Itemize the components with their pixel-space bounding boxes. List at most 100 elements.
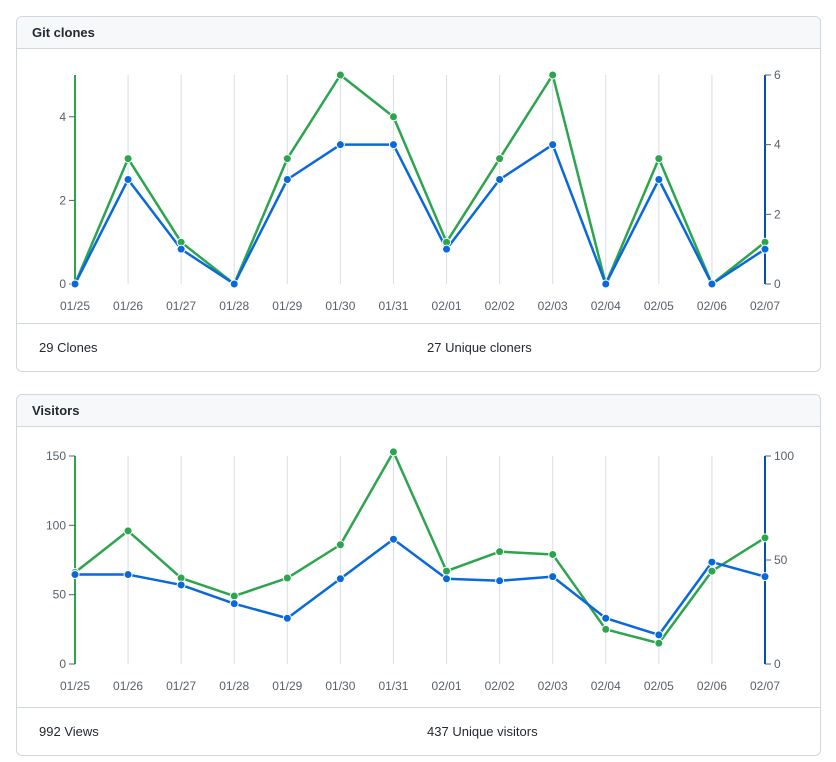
visitors-x-tick-label: 02/04 — [591, 679, 621, 693]
visitors-data-point — [654, 630, 664, 640]
visitors-data-point — [442, 566, 452, 576]
clones-series-line — [73, 73, 766, 286]
visitors-left-tick-label: 100 — [46, 518, 66, 532]
visitors-x-tick-label: 02/05 — [644, 679, 674, 693]
clones-x-tick-label: 02/02 — [485, 299, 515, 313]
clones-x-tick-label: 01/27 — [166, 299, 196, 313]
visitors-x-tick-label: 01/31 — [378, 679, 408, 693]
clones-x-tick-label: 01/26 — [113, 299, 143, 313]
clones-x-tick-label: 02/06 — [697, 299, 727, 313]
clones-data-point — [70, 279, 80, 289]
clones-x-tick-label: 01/25 — [60, 299, 90, 313]
visitors-right-tick-label: 50 — [774, 553, 788, 567]
clones-data-point — [442, 244, 452, 254]
clones-data-point — [601, 279, 611, 289]
clones-data-point — [495, 175, 505, 184]
clones-left-tick-label: 2 — [59, 193, 66, 207]
visitors-data-point — [282, 573, 292, 583]
clones-series-line — [73, 143, 766, 286]
clones-x-tick-label: 01/28 — [219, 299, 249, 313]
visitors-data-point — [335, 574, 345, 584]
clones-data-point — [654, 175, 664, 184]
clones-data-point — [282, 175, 292, 184]
visitors-x-tick-label: 02/06 — [697, 679, 727, 693]
visitors-data-point — [282, 613, 292, 623]
clones-data-point — [335, 70, 345, 80]
visitors-data-point — [760, 533, 770, 543]
visitors-data-point — [548, 572, 558, 582]
visitors-data-point — [229, 599, 239, 609]
visitors-data-point — [335, 540, 345, 550]
visitors-footer: 992 Views 437 Unique visitors — [17, 707, 820, 755]
visitors-data-point — [707, 566, 717, 576]
visitors-panel: Visitors 0 50 100 150 0 50 100 01/25 01/26 01/27 0… — [16, 394, 821, 756]
visitors-left-tick-label: 50 — [53, 588, 67, 602]
visitors-x-tick-label: 02/01 — [432, 679, 462, 693]
clones-data-point — [282, 154, 292, 164]
visitors-data-point — [70, 570, 80, 580]
visitors-data-point — [123, 526, 133, 536]
visitors-series-line — [75, 537, 766, 637]
visitors-data-point — [388, 534, 398, 544]
clones-x-tick-label: 02/01 — [432, 299, 462, 313]
clones-unique-label: Unique cloners — [445, 340, 532, 355]
clones-data-point — [123, 154, 133, 164]
visitors-total-label: Views — [64, 724, 99, 739]
visitors-right-tick-label: 0 — [774, 657, 781, 671]
visitors-data-point — [654, 638, 664, 648]
clones-panel-title: Git clones — [17, 17, 820, 49]
visitors-panel-title: Visitors — [17, 395, 820, 427]
visitors-x-tick-label: 01/25 — [60, 679, 90, 693]
clones-total-stat: 29 Clones — [39, 340, 98, 356]
clones-data-point — [707, 279, 717, 289]
visitors-x-tick-label: 01/26 — [113, 679, 143, 693]
visitors-left-tick-label: 0 — [59, 657, 66, 671]
visitors-data-point — [495, 547, 505, 557]
clones-x-tick-label: 01/29 — [272, 299, 302, 313]
clones-right-tick-label: 0 — [774, 277, 781, 291]
visitors-x-tick-label: 02/03 — [538, 679, 568, 693]
clones-data-point — [654, 154, 664, 164]
clones-data-point — [229, 279, 239, 289]
clones-footer: 29 Clones 27 Unique cloners — [17, 323, 820, 371]
visitors-series-line — [74, 450, 766, 645]
visitors-data-point — [176, 580, 186, 590]
clones-x-tick-label: 02/03 — [538, 299, 568, 313]
visitors-data-point — [548, 549, 558, 559]
clones-x-tick-label: 02/05 — [644, 299, 674, 313]
visitors-data-point — [388, 447, 398, 457]
visitors-x-tick-label: 02/07 — [750, 679, 780, 693]
clones-data-point — [123, 175, 133, 184]
clones-left-tick-label: 0 — [59, 277, 66, 291]
visitors-total-stat: 992 Views — [39, 724, 99, 740]
visitors-data-point — [229, 591, 239, 601]
clones-total-label: Clones — [57, 340, 98, 355]
visitors-data-point — [123, 570, 133, 580]
clones-chart: 0 2 4 0 2 4 6 01/25 01/26 01/27 01/28 01/29 01/30 01/… — [59, 68, 781, 313]
visitors-x-tick-label: 01/27 — [166, 679, 196, 693]
visitors-total-count: 992 — [39, 724, 61, 739]
visitors-data-point — [442, 574, 452, 584]
clones-data-point — [388, 112, 398, 122]
visitors-unique-stat: 437 Unique visitors — [427, 724, 538, 740]
clones-total-count: 29 — [39, 340, 54, 355]
clones-unique-count: 27 — [427, 340, 442, 355]
visitors-data-point — [601, 624, 611, 634]
visitors-data-point — [601, 613, 611, 623]
visitors-chart: 0 50 100 150 0 50 100 01/25 01/26 01/27 01/28 01/29… — [46, 447, 794, 693]
clones-data-point — [495, 154, 505, 164]
visitors-unique-label: Unique visitors — [452, 724, 538, 739]
visitors-data-point — [707, 557, 717, 567]
clones-x-tick-label: 02/04 — [591, 299, 621, 313]
clones-x-tick-label: 01/31 — [378, 299, 408, 313]
clones-unique-stat: 27 Unique cloners — [427, 340, 532, 356]
clones-data-point — [176, 244, 186, 254]
visitors-right-tick-label: 100 — [774, 449, 794, 463]
clones-x-tick-label: 01/30 — [325, 299, 355, 313]
clones-x-tick-label: 02/07 — [750, 299, 780, 313]
visitors-data-point — [495, 576, 505, 586]
clones-left-tick-label: 4 — [59, 110, 66, 124]
clones-data-point — [388, 140, 398, 150]
clones-right-tick-label: 4 — [774, 138, 781, 152]
clones-panel: Git clones 0 2 4 0 2 4 6 01/25 01/26 01/27 01/28 01… — [16, 16, 821, 372]
